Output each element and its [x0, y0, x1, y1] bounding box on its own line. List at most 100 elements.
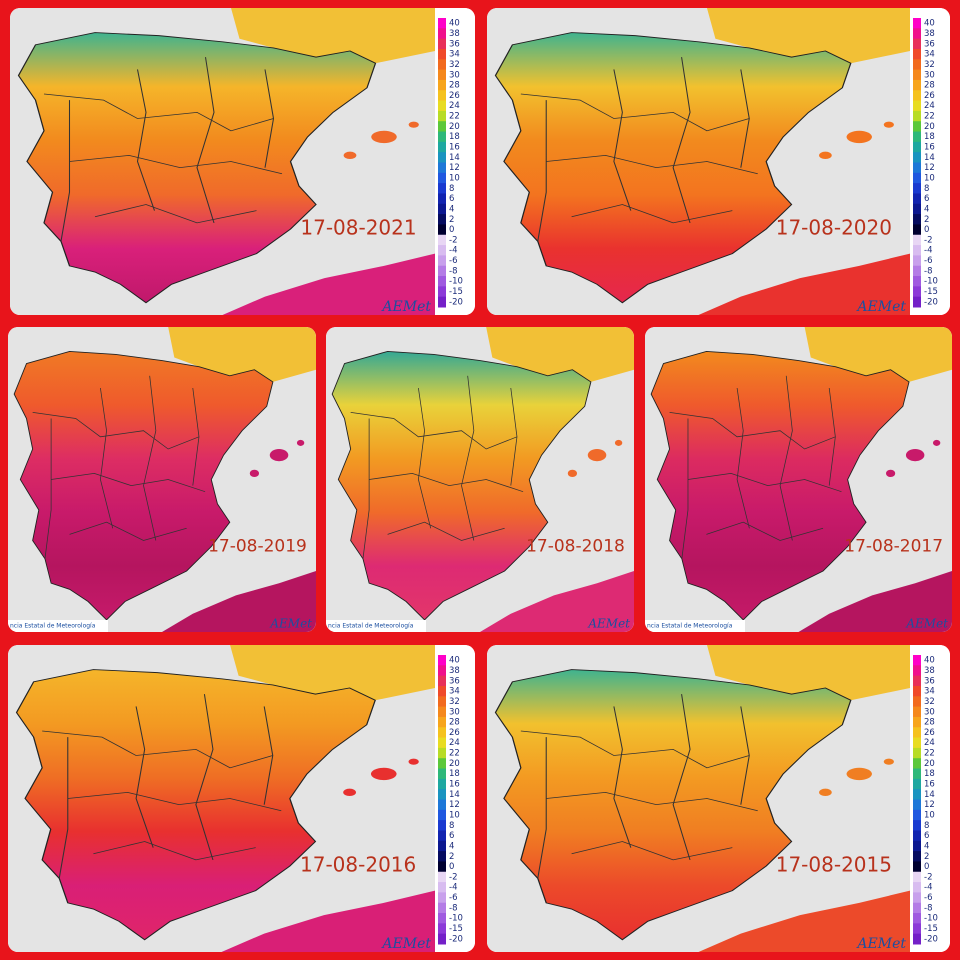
balearic	[408, 121, 419, 128]
date-label: 17-08-2015	[776, 853, 892, 877]
colorbar-label: -2	[924, 872, 932, 882]
colorbar-swatch	[438, 276, 446, 287]
colorbar-label: -6	[449, 256, 457, 266]
date-label: 17-08-2018	[526, 537, 625, 557]
borders	[42, 694, 282, 879]
balearic	[614, 439, 623, 446]
colorbar-swatch	[438, 778, 446, 790]
colorbar-label: -10	[924, 277, 938, 287]
colorbar-swatch	[913, 799, 921, 811]
logo: AEMet	[855, 299, 906, 315]
balearic	[343, 151, 357, 160]
balearic	[846, 767, 872, 781]
colorbar-label: -8	[924, 266, 932, 276]
colorbar-label: 16	[924, 143, 935, 153]
balearic	[846, 130, 872, 144]
colorbar-label: 4	[924, 204, 929, 214]
map-panel: 17-08-2020 AEMet 40 38 36 34 32 30 28 26 24 22 20 18 1…	[487, 8, 950, 315]
colorbar-label: 38	[924, 29, 935, 39]
map: 17-08-2018 AEMet ncia Estatal de Meteorolo…	[326, 327, 634, 632]
colorbar-swatch	[913, 183, 921, 194]
colorbar-swatch	[438, 892, 446, 904]
map: 17-08-2019 AEMet ncia Estatal de Meteorolo…	[8, 327, 316, 632]
colorbar-swatch	[438, 840, 446, 852]
balearic	[343, 788, 357, 797]
colorbar-label: 32	[924, 697, 935, 707]
colorbar-swatch	[438, 265, 446, 277]
date-label: 17-08-2021	[300, 216, 416, 240]
colorbar-swatch	[913, 28, 921, 40]
colorbar-swatch	[913, 69, 921, 81]
balearic	[269, 449, 289, 462]
colorbar-label: 18	[449, 769, 460, 779]
balearic	[885, 469, 896, 478]
colorbar-label: 8	[449, 184, 454, 194]
colorbar-swatch	[913, 830, 921, 842]
colorbar-swatch	[913, 18, 921, 29]
colorbar-swatch	[913, 265, 921, 277]
colorbar-label: 14	[924, 153, 935, 163]
colorbar-label: 26	[449, 728, 460, 738]
colorbar-label: 40	[924, 656, 935, 666]
colorbar-swatch	[438, 121, 446, 133]
colorbar-swatch	[913, 820, 921, 831]
colorbar-swatch	[438, 18, 446, 29]
balearic	[905, 449, 925, 462]
borders	[32, 375, 206, 559]
colorbar-label: 2	[449, 852, 454, 862]
colorbar-label: 20	[924, 759, 935, 769]
colorbar-swatch	[438, 203, 446, 215]
colorbar-swatch	[913, 214, 921, 225]
colorbar-swatch	[438, 110, 446, 122]
colorbar-swatch	[438, 90, 446, 102]
colorbar-swatch	[438, 809, 446, 821]
colorbar-label: 32	[449, 697, 460, 707]
map-panel: 17-08-2016 AEMet 40 38 36 34 32 30 28 26 24 22 20 18 1…	[8, 645, 475, 952]
colorbar-label: 24	[924, 738, 935, 748]
colorbar-label: 4	[449, 841, 454, 851]
colorbar-label: 2	[449, 215, 454, 225]
map-area	[331, 327, 634, 632]
colorbar-label: -2	[449, 872, 457, 882]
colorbar-swatch	[913, 665, 921, 677]
colorbar-label: 26	[924, 728, 935, 738]
colorbar-swatch	[913, 685, 921, 697]
colorbar-label: 24	[924, 101, 935, 111]
colorbar-label: 6	[924, 831, 929, 841]
africa	[798, 571, 952, 632]
balearic	[932, 439, 941, 446]
colorbar-swatch	[913, 892, 921, 904]
colorbar-swatch	[438, 768, 446, 780]
colorbar-swatch	[438, 747, 446, 759]
colorbar-swatch	[438, 245, 446, 256]
colorbar-swatch	[438, 183, 446, 194]
colorbar-label: 16	[449, 143, 460, 153]
colorbar-swatch	[438, 799, 446, 811]
colorbar-label: -10	[449, 277, 463, 287]
colorbar-label: 12	[449, 800, 460, 810]
caption-box	[8, 620, 108, 632]
africa	[221, 890, 435, 952]
colorbar-swatch	[913, 286, 921, 298]
colorbar-label: 30	[924, 707, 935, 717]
colorbar-swatch	[913, 48, 921, 60]
colorbar-label: 0	[449, 225, 454, 235]
map: 17-08-2015AEMet4038363432302826242220181…	[487, 645, 950, 952]
colorbar-label: -4	[924, 883, 932, 893]
colorbar-label: -10	[924, 914, 938, 924]
colorbar-label: 0	[924, 225, 929, 235]
date-label: 17-08-2017	[844, 537, 943, 557]
borders	[350, 375, 524, 559]
colorbar-swatch	[913, 224, 921, 236]
colorbar-label: 30	[924, 70, 935, 80]
borders	[669, 375, 842, 559]
colorbar-label: 38	[449, 666, 460, 676]
colorbar-label: -20	[924, 934, 938, 944]
colorbar-label: 26	[924, 91, 935, 101]
balearic	[567, 469, 578, 478]
logo: AEMet	[587, 617, 630, 631]
map-area	[13, 327, 316, 632]
colorbar-label: 20	[924, 122, 935, 132]
colorbar-swatch	[913, 913, 921, 924]
balearic	[883, 121, 894, 128]
